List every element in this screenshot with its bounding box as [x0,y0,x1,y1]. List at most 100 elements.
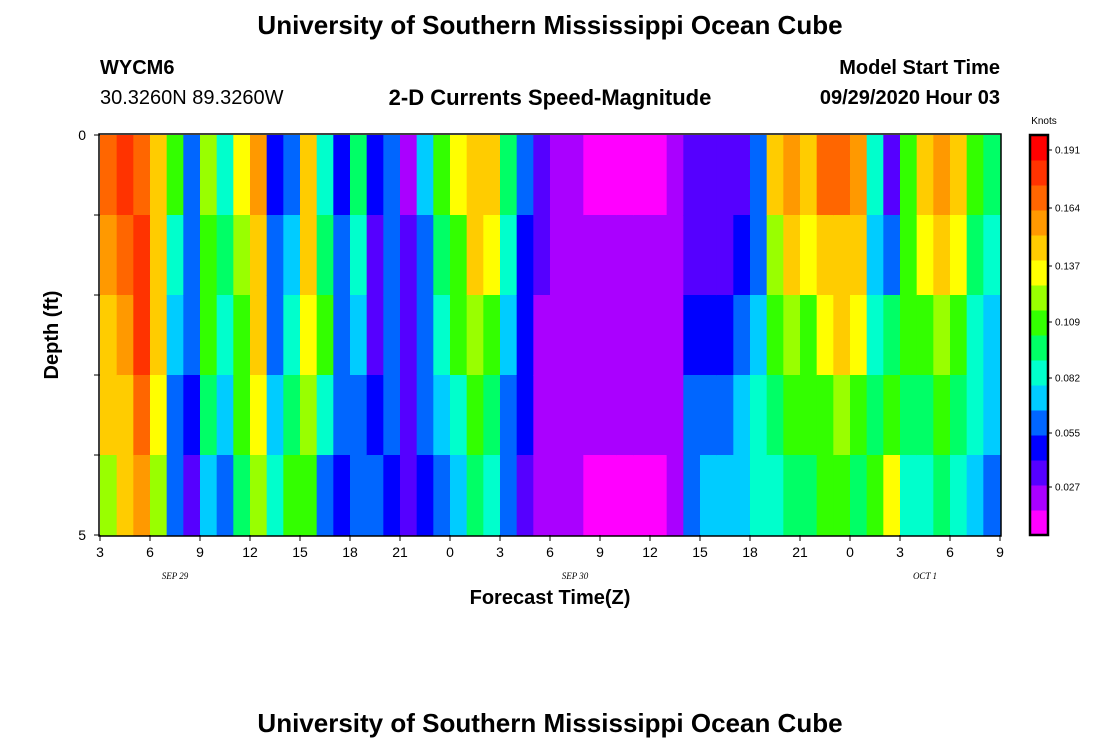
heatmap-cell [983,135,1001,216]
heatmap-cell [816,135,834,216]
heatmap-cell [833,135,851,216]
heatmap-cell [216,135,234,216]
heatmap-cell [133,375,151,456]
y-tick-label: 0 [78,127,86,143]
heatmap-cell [633,215,651,296]
heatmap-cell [416,215,434,296]
heatmap-cell [500,455,518,536]
heatmap-cell [200,375,218,456]
heatmap-cell [750,215,768,296]
heatmap-cell [783,455,801,536]
heatmap-cell [166,375,184,456]
heatmap-cell [100,215,118,296]
colorbar-segment [1030,410,1048,436]
heatmap-cell [683,295,701,376]
x-tick-label: 9 [596,544,604,560]
heatmap-cell [583,375,601,456]
heatmap-cell [400,375,418,456]
heatmap-cell [716,215,734,296]
colorbar-segment [1030,510,1048,536]
heatmap-cell [733,455,751,536]
heatmap-cell [700,215,718,296]
chart-subtitle: 2-D Currents Speed-Magnitude [388,85,712,110]
heatmap-cell [966,375,984,456]
heatmap-cell [616,215,634,296]
heatmap-cell [666,135,684,216]
heatmap-cell [750,455,768,536]
heatmap-cell [733,375,751,456]
date-label: OCT 1 [913,571,937,581]
heatmap-cell [183,135,201,216]
heatmap-cell [350,135,368,216]
heatmap-cell [750,295,768,376]
heatmap-cell [383,135,401,216]
colorbar-segment [1030,135,1048,161]
x-tick-label: 21 [792,544,808,560]
heatmap-cell [116,375,134,456]
station-coordinates: 30.3260N 89.3260W [100,87,284,109]
heatmap-cell [983,295,1001,376]
heatmap-cell [350,295,368,376]
heatmap-cell [183,295,201,376]
heatmap-cell [233,455,251,536]
heatmap-cell [700,135,718,216]
heatmap-cell [750,135,768,216]
heatmap-cell [200,135,218,216]
heatmap-cell [333,215,351,296]
heatmap-cell [666,215,684,296]
heatmap-cell [466,455,484,536]
heatmap-cell [266,295,284,376]
chart-title: University of Southern Mississippi Ocean… [257,10,843,40]
heatmap-cell [150,455,168,536]
heatmap-cell [300,135,318,216]
heatmap-cell [266,375,284,456]
heatmap-cell [766,375,784,456]
heatmap-cell [116,455,134,536]
station-id: WYCM6 [100,57,175,79]
heatmap-cell [583,135,601,216]
heatmap-cell [900,295,918,376]
heatmap-cell [533,295,551,376]
heatmap-cell [133,135,151,216]
heatmap-cell [850,375,868,456]
heatmap-cell [850,455,868,536]
heatmap-cell [433,135,451,216]
heatmap-cell [250,215,268,296]
heatmap-cell [150,375,168,456]
heatmap-cell [950,375,968,456]
heatmap-cell [100,295,118,376]
heatmap-cell [233,295,251,376]
colorbar-tick-label: 0.082 [1055,374,1080,385]
heatmap-cell [333,295,351,376]
heatmap-cell [500,375,518,456]
heatmap-cell [466,375,484,456]
heatmap-cell [166,455,184,536]
heatmap-cell [950,295,968,376]
heatmap-cell [233,215,251,296]
heatmap-cells [100,135,1001,536]
x-tick-label: 0 [446,544,454,560]
heatmap-cell [916,375,934,456]
heatmap-cell [483,215,501,296]
heatmap-cell [533,135,551,216]
date-label: SEP 30 [562,571,589,581]
footer-title: University of Southern Mississippi Ocean… [257,708,843,738]
x-tick-label: 18 [342,544,358,560]
heatmap-cell [100,135,118,216]
heatmap-cell [266,455,284,536]
heatmap-cell [216,295,234,376]
heatmap-cell [666,295,684,376]
heatmap-cell [350,215,368,296]
heatmap-cell [433,455,451,536]
x-tick-label: 6 [146,544,154,560]
heatmap-cell [283,295,301,376]
heatmap-cell [133,215,151,296]
heatmap-cell [583,215,601,296]
colorbar-segment [1030,335,1048,361]
heatmap-cell [283,375,301,456]
heatmap-cell [266,135,284,216]
heatmap-cell [550,455,568,536]
heatmap-cell [900,135,918,216]
heatmap-cell [816,295,834,376]
